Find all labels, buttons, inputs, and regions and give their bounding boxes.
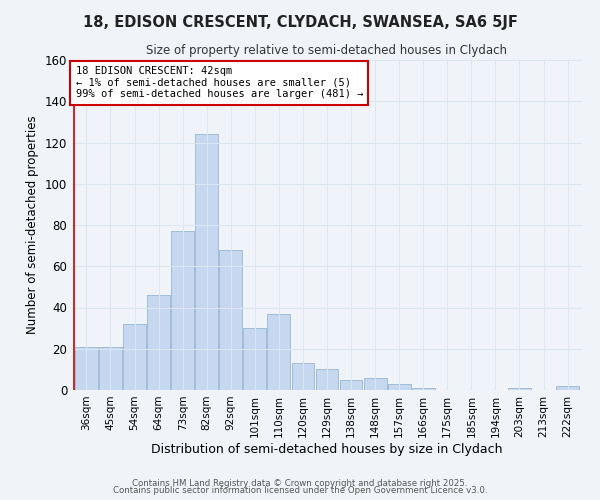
Bar [147,295,170,390]
Bar [195,134,218,390]
Bar [412,388,434,390]
Bar [292,363,314,390]
Text: Contains HM Land Registry data © Crown copyright and database right 2025.: Contains HM Land Registry data © Crown c… [132,478,468,488]
Bar [268,314,290,390]
Bar [340,380,362,390]
Bar [123,324,146,390]
Text: Contains public sector information licensed under the Open Government Licence v3: Contains public sector information licen… [113,486,487,495]
Bar [244,328,266,390]
X-axis label: Distribution of semi-detached houses by size in Clydach: Distribution of semi-detached houses by … [151,442,503,456]
Bar [220,250,242,390]
Text: 18 EDISON CRESCENT: 42sqm
← 1% of semi-detached houses are smaller (5)
99% of se: 18 EDISON CRESCENT: 42sqm ← 1% of semi-d… [76,66,363,100]
Bar [99,346,122,390]
Bar [316,370,338,390]
Bar [171,231,194,390]
Bar [75,346,98,390]
Bar [508,388,531,390]
Title: Size of property relative to semi-detached houses in Clydach: Size of property relative to semi-detach… [146,44,508,58]
Text: 18, EDISON CRESCENT, CLYDACH, SWANSEA, SA6 5JF: 18, EDISON CRESCENT, CLYDACH, SWANSEA, S… [83,15,517,30]
Y-axis label: Number of semi-detached properties: Number of semi-detached properties [26,116,39,334]
Bar [388,384,410,390]
Bar [364,378,386,390]
Bar [556,386,579,390]
